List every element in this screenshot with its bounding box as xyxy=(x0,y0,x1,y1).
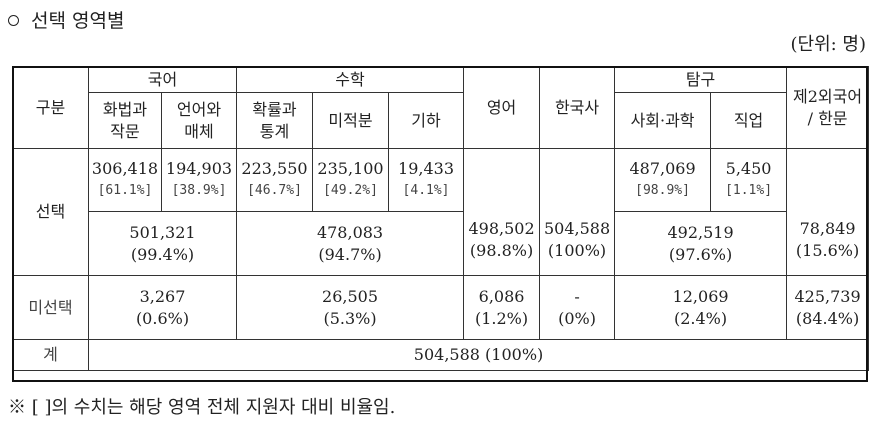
header-row-2: 화법과 작문 언어와 매체 확률과 통계 미적분 기하 사회·과학 직업 xyxy=(13,92,869,149)
cell-geometry: 19,433 [4.1%] xyxy=(388,148,465,212)
cell-english-unselected-value: 6,086 xyxy=(478,286,525,306)
cell-inquiry-total: 492,519 (97.6%) xyxy=(614,211,788,276)
cell-history-unselected-ratio: (0%) xyxy=(558,308,596,328)
cell-math-total-ratio: (94.7%) xyxy=(318,244,382,264)
cell-social-science: 487,069 [98.9%] xyxy=(614,148,712,212)
cell-english-select-ratio: (98.8%) xyxy=(469,241,534,260)
cell-prob-value: 223,550 xyxy=(241,159,308,178)
header-prob-line2: 통계 xyxy=(259,121,290,141)
header-prob: 확률과 통계 xyxy=(236,92,314,149)
cell-korean-unselected: 3,267 (0.6%) xyxy=(87,275,238,340)
cell-foreign-unselected: 425,739 (84.4%) xyxy=(786,275,870,340)
cell-history-select: 504,588 (100%) xyxy=(539,148,616,276)
cell-korean-total-ratio: (99.4%) xyxy=(130,244,195,264)
cell-language: 194,903 [38.9%] xyxy=(160,148,238,212)
cell-vocational-value: 5,450 xyxy=(725,159,772,178)
cell-foreign-select-value: 78,849 xyxy=(799,219,856,238)
cell-calculus-value: 235,100 xyxy=(317,159,384,178)
cell-calculus-ratio: [49.2%] xyxy=(323,183,378,198)
select-total-row: 501,321 (99.4%) 478,083 (94.7%) 492,519 … xyxy=(13,211,869,276)
row-label-total: 계 xyxy=(12,339,89,371)
stats-table: 구분 국어 수학 영어 한국사 탐구 제2외국어 / 한문 화법과 작문 언어와… xyxy=(12,66,870,371)
cell-foreign-unselected-value: 425,739 xyxy=(794,286,861,306)
cell-speech: 306,418 [61.1%] xyxy=(88,148,162,212)
cell-inquiry-unselected-ratio: (2.4%) xyxy=(673,308,728,328)
cell-english-unselected: 6,086 (1.2%) xyxy=(463,275,541,340)
cell-foreign-select-ratio: (15.6%) xyxy=(795,241,860,260)
header-english: 영어 xyxy=(463,66,541,149)
header-math: 수학 xyxy=(236,66,465,93)
header-foreign: 제2외국어 / 한문 xyxy=(786,66,870,149)
unselected-row: 미선택 3,267 (0.6%) 26,505 (5.3%) 6,086 (1.… xyxy=(12,275,870,340)
cell-social-science-ratio: [98.9%] xyxy=(635,183,690,198)
cell-vocational-ratio: [1.1%] xyxy=(725,183,773,198)
header-speech-line1: 화법과 xyxy=(102,99,148,119)
cell-math-unselected: 26,505 (5.3%) xyxy=(236,275,465,340)
cell-math-total: 478,083 (94.7%) xyxy=(236,211,465,276)
cell-speech-ratio: [61.1%] xyxy=(97,183,153,198)
cell-vocational: 5,450 [1.1%] xyxy=(710,148,788,212)
section-title: 선택 영역별 xyxy=(8,6,124,33)
header-category: 구분 xyxy=(12,66,89,149)
cell-korean-total-value: 501,321 xyxy=(129,222,196,242)
header-language-line1: 언어와 xyxy=(176,99,222,119)
header-speech-line2: 작문 xyxy=(110,121,140,141)
section-title-text: 선택 영역별 xyxy=(31,10,125,32)
header-foreign-line2: / 한문 xyxy=(807,108,848,128)
cell-language-ratio: [38.9%] xyxy=(171,183,227,198)
cell-geometry-ratio: [4.1%] xyxy=(402,183,450,198)
cell-math-unselected-value: 26,505 xyxy=(322,286,379,306)
cell-prob: 223,550 [46.7%] xyxy=(236,148,314,212)
header-geometry: 기하 xyxy=(388,92,465,149)
cell-korean-unselected-value: 3,267 xyxy=(139,286,186,306)
cell-math-total-value: 478,083 xyxy=(316,222,384,242)
header-history: 한국사 xyxy=(539,66,616,149)
header-inquiry: 탐구 xyxy=(614,66,788,93)
header-prob-line1: 확률과 xyxy=(252,99,297,119)
row-label-unselected: 미선택 xyxy=(12,275,89,340)
cell-korean-total: 501,321 (99.4%) xyxy=(87,211,238,276)
cell-geometry-value: 19,433 xyxy=(398,159,455,178)
cell-history-unselected-value: - xyxy=(574,286,580,306)
header-social-science: 사회·과학 xyxy=(614,92,712,149)
footnote: ※ [ ]의 수치는 해당 영역 전체 지원자 대비 비율임. xyxy=(8,397,396,418)
header-speech: 화법과 작문 xyxy=(88,92,162,149)
header-foreign-line1: 제2외국어 xyxy=(793,86,863,106)
unit-label: (단위: 명) xyxy=(790,34,866,55)
total-row: 계 504,588 (100%) xyxy=(12,339,870,371)
header-vocational: 직업 xyxy=(710,92,788,149)
cell-foreign-unselected-ratio: (84.4%) xyxy=(795,308,860,328)
cell-history-select-value: 504,588 xyxy=(543,219,611,238)
cell-social-science-value: 487,069 xyxy=(629,159,696,178)
cell-inquiry-total-value: 492,519 xyxy=(667,222,734,242)
cell-english-unselected-ratio: (1.2%) xyxy=(474,308,529,328)
cell-history-select-ratio: (100%) xyxy=(547,241,607,260)
cell-inquiry-unselected: 12,069 (2.4%) xyxy=(614,275,788,340)
circle-bullet-icon xyxy=(8,14,19,26)
spacer xyxy=(464,162,539,218)
cell-history-unselected: - (0%) xyxy=(539,275,616,340)
cell-speech-value: 306,418 xyxy=(91,159,159,178)
cell-inquiry-unselected-value: 12,069 xyxy=(672,286,729,306)
row-label-select: 선택 xyxy=(12,148,89,276)
cell-math-unselected-ratio: (5.3%) xyxy=(323,308,377,328)
cell-korean-unselected-ratio: (0.6%) xyxy=(135,308,190,328)
spacer xyxy=(540,162,614,218)
header-language-line2: 매체 xyxy=(184,121,214,141)
cell-inquiry-total-ratio: (97.6%) xyxy=(668,244,733,264)
spacer xyxy=(787,162,868,218)
cell-foreign-select: 78,849 (15.6%) xyxy=(786,148,870,276)
header-korean: 국어 xyxy=(87,66,238,93)
header-language: 언어와 매체 xyxy=(160,92,238,149)
cell-language-value: 194,903 xyxy=(165,159,233,178)
select-subject-row: 선택 306,418 [61.1%] 194,903 [38.9%] 223,5… xyxy=(12,148,870,276)
cell-prob-ratio: [46.7%] xyxy=(247,183,302,198)
cell-calculus: 235,100 [49.2%] xyxy=(312,148,390,212)
cell-english-select: 498,502 (98.8%) xyxy=(463,148,541,276)
cell-grand-total: 504,588 (100%) xyxy=(87,339,870,371)
header-row-1: 구분 국어 수학 영어 한국사 탐구 제2외국어 / 한문 xyxy=(12,66,870,149)
cell-english-select-value: 498,502 xyxy=(468,219,535,238)
header-calculus: 미적분 xyxy=(312,92,390,149)
